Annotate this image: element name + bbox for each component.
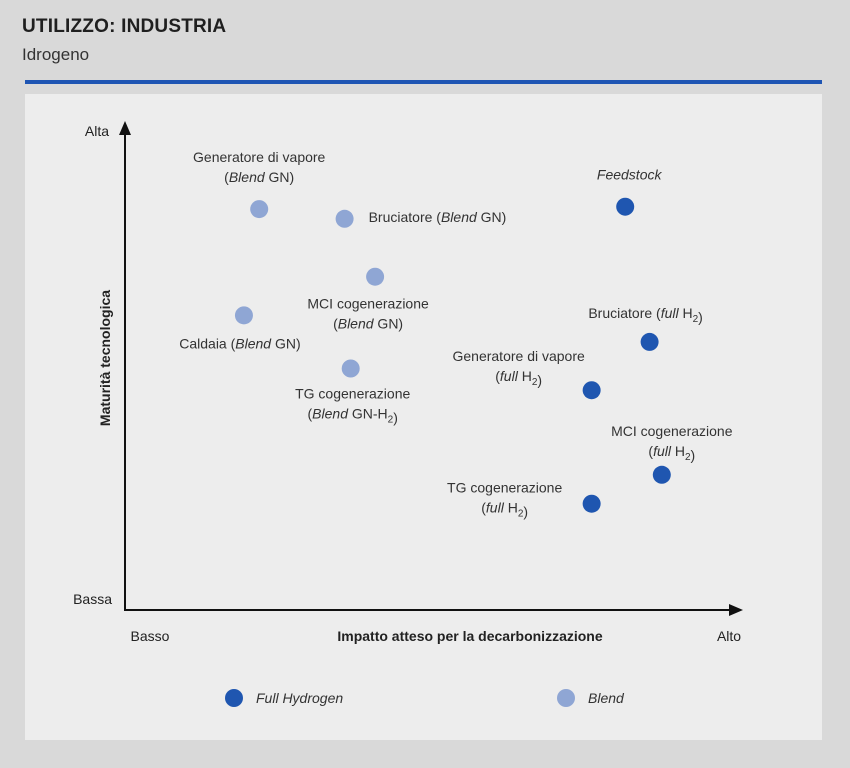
header-divider bbox=[25, 80, 822, 84]
data-point: MCI cogenerazione (full H2) bbox=[611, 423, 733, 484]
data-point: Generatore di vapore (Blend GN) bbox=[193, 149, 326, 219]
point-label: TG cogenerazione (Blend GN-H2) bbox=[295, 386, 410, 426]
legend: Full Hydrogen Blend bbox=[225, 689, 625, 707]
point-marker-blend bbox=[250, 200, 269, 219]
point-label: Caldaia (Blend GN) bbox=[179, 335, 300, 351]
page-subtitle: Idrogeno bbox=[22, 45, 90, 64]
x-tick-high: Alto bbox=[717, 628, 741, 644]
point-label: MCI cogenerazione (Blend GN) bbox=[307, 296, 429, 332]
point-marker-full bbox=[652, 465, 671, 484]
point-marker-full bbox=[640, 332, 659, 351]
y-axis-title: Maturità tecnologica bbox=[97, 290, 113, 426]
data-point: TG cogenerazione (full H2) bbox=[447, 480, 601, 520]
point-marker-full bbox=[582, 381, 601, 400]
point-label: TG cogenerazione (full H2) bbox=[447, 480, 562, 520]
data-point: Bruciatore (full H2) bbox=[588, 305, 703, 351]
point-marker-full bbox=[616, 197, 635, 216]
point-label: Bruciatore (full H2) bbox=[588, 305, 703, 325]
page-title: UTILIZZO: INDUSTRIA bbox=[22, 16, 227, 37]
point-marker-blend bbox=[341, 359, 360, 378]
point-marker-full bbox=[582, 494, 601, 513]
data-point: Caldaia (Blend GN) bbox=[179, 306, 301, 351]
point-marker-blend bbox=[335, 209, 354, 228]
point-marker-blend bbox=[234, 306, 253, 325]
data-point: MCI cogenerazione (Blend GN) bbox=[307, 267, 429, 332]
point-label: Feedstock bbox=[597, 167, 663, 183]
legend-label-full: Full Hydrogen bbox=[256, 690, 343, 706]
point-marker-blend bbox=[366, 267, 385, 286]
y-tick-low: Bassa bbox=[73, 591, 112, 607]
x-axis-title: Impatto atteso per la decarbonizzazione bbox=[337, 628, 602, 644]
data-point: Bruciatore (Blend GN) bbox=[335, 209, 507, 228]
point-label: MCI cogenerazione (full H2) bbox=[611, 423, 733, 463]
data-point: Generatore di vapore (full H2) bbox=[452, 348, 601, 400]
point-label: Generatore di vapore (full H2) bbox=[452, 348, 585, 388]
legend-swatch-full bbox=[225, 689, 243, 707]
y-tick-high: Alta bbox=[85, 123, 109, 139]
legend-swatch-blend bbox=[557, 689, 575, 707]
legend-label-blend: Blend bbox=[588, 690, 625, 706]
data-point: TG cogenerazione (Blend GN-H2) bbox=[295, 359, 410, 426]
data-point: Feedstock bbox=[597, 167, 663, 216]
point-label: Bruciatore (Blend GN) bbox=[369, 209, 507, 225]
chart-panel bbox=[25, 94, 822, 740]
x-tick-low: Basso bbox=[131, 628, 170, 644]
point-label: Generatore di vapore (Blend GN) bbox=[193, 149, 326, 185]
